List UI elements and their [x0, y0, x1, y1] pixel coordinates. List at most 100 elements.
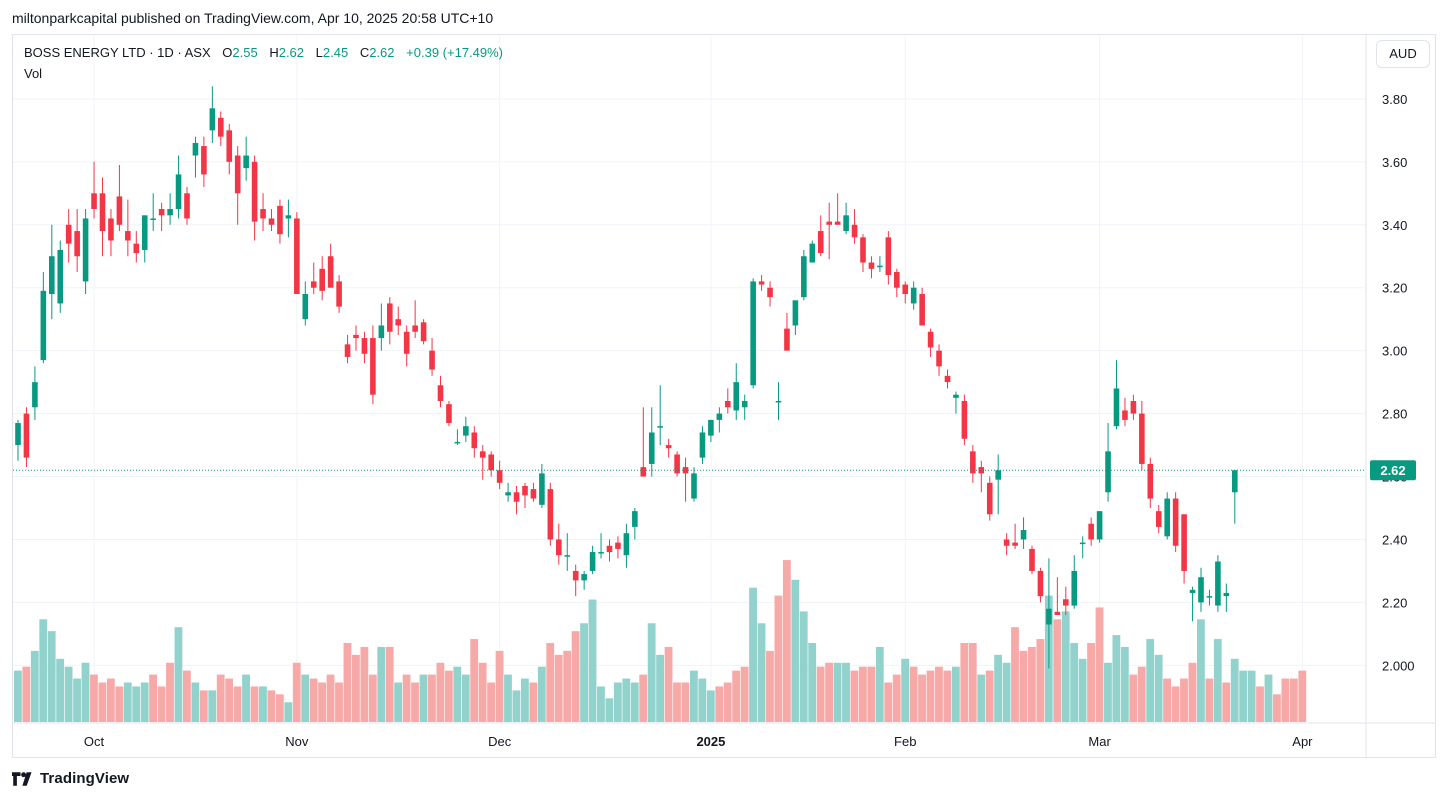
- y-tick-label: 2.000: [1382, 658, 1415, 673]
- candle-body: [1003, 539, 1010, 546]
- volume-bar: [1137, 666, 1146, 722]
- volume-bar: [1061, 611, 1070, 722]
- candle-body: [581, 574, 587, 581]
- candle-body: [986, 482, 993, 515]
- candle-body: [353, 334, 359, 339]
- candle-body: [1130, 401, 1137, 414]
- volume-bar: [335, 682, 343, 722]
- volume-bar: [690, 670, 698, 722]
- candle-body: [936, 350, 942, 367]
- candle-body: [767, 287, 773, 298]
- candle-body: [285, 215, 292, 219]
- currency-button[interactable]: AUD: [1376, 40, 1430, 68]
- volume-bar: [98, 682, 107, 722]
- ohlc-legend: BOSS ENERGY LTD · 1D · ASX O2.55 H2.62 L…: [24, 45, 503, 60]
- candle-body: [640, 467, 647, 477]
- candle-body: [395, 319, 402, 326]
- tradingview-logo[interactable]: TradingView: [12, 770, 129, 787]
- candle-body: [479, 451, 486, 458]
- candle-body: [1063, 599, 1069, 606]
- candle-body: [539, 473, 545, 505]
- candle-body: [175, 174, 182, 210]
- y-tick-label: 2.20: [1382, 595, 1407, 610]
- volume-bar: [1264, 674, 1273, 722]
- volume-bar: [140, 682, 149, 722]
- candle-body: [910, 287, 917, 304]
- volume-bar: [1163, 678, 1171, 722]
- high-label: H: [269, 45, 279, 60]
- volume-bar: [309, 678, 318, 722]
- candle-body: [801, 256, 807, 298]
- candle-body: [834, 221, 841, 225]
- candle-body: [454, 441, 461, 444]
- volume-bar: [622, 678, 631, 722]
- candle-body: [699, 432, 706, 458]
- volume-bar: [106, 678, 115, 722]
- candle-body: [868, 262, 875, 269]
- candle-body: [750, 281, 756, 386]
- volume-bar: [968, 643, 977, 722]
- volume-bar: [512, 690, 521, 722]
- volume-bar: [30, 650, 39, 722]
- volume-bar: [166, 662, 174, 722]
- candle-body: [1122, 410, 1128, 420]
- volume-bar: [157, 686, 166, 722]
- candle-body: [1206, 596, 1213, 598]
- volume-bar: [884, 682, 893, 722]
- volume-bar: [859, 666, 867, 722]
- candle-body: [32, 382, 38, 408]
- volume-bar: [385, 646, 394, 722]
- candle-body: [108, 218, 114, 241]
- volume-bar: [732, 670, 741, 722]
- volume-bar: [639, 674, 648, 722]
- volume-bar: [1002, 662, 1011, 722]
- candlesticks: [15, 86, 1238, 669]
- candle-body: [294, 218, 300, 294]
- axes: 3.803.603.403.203.002.802.602.402.202.00…: [13, 35, 1435, 757]
- candle-body: [657, 426, 663, 428]
- candle-body: [648, 432, 655, 464]
- volume-bar: [1256, 686, 1264, 722]
- candle-body: [1046, 608, 1052, 625]
- volume-bar: [56, 658, 65, 722]
- volume-bar: [1011, 627, 1019, 722]
- volume-bar: [782, 560, 791, 722]
- volume-bar: [808, 643, 817, 722]
- candle-body: [598, 552, 604, 554]
- volume-bar: [436, 662, 445, 722]
- volume-bar: [833, 662, 842, 722]
- volume-bar: [225, 678, 234, 722]
- volume-bar: [352, 654, 360, 722]
- candle-body: [860, 237, 866, 263]
- candle-body: [167, 209, 173, 216]
- volume-bar: [1019, 650, 1028, 722]
- candle-body: [387, 303, 393, 332]
- candle-body: [894, 271, 900, 288]
- candle-body: [775, 401, 782, 403]
- volume-bar: [250, 686, 259, 722]
- volume-bar: [673, 682, 681, 722]
- candle-body: [927, 331, 934, 348]
- candle-body: [826, 221, 832, 225]
- volume-bar: [935, 666, 943, 722]
- candle-body: [268, 218, 275, 225]
- candle-body: [1054, 611, 1061, 615]
- volume-bar: [233, 686, 242, 722]
- candle-body: [1164, 498, 1170, 537]
- volume-bar: [960, 643, 969, 722]
- candle-body: [243, 155, 249, 169]
- low-value: 2.45: [322, 45, 349, 60]
- candle-body: [589, 552, 596, 571]
- candle-body: [40, 290, 47, 361]
- candle-body: [234, 155, 241, 194]
- volume-bar: [529, 682, 538, 722]
- volume-bar: [580, 623, 588, 722]
- change-value: +0.39 (+17.49%): [406, 45, 504, 60]
- volume-bar: [47, 631, 56, 722]
- candle-body: [944, 375, 951, 383]
- candle-body: [784, 328, 790, 351]
- volume-bar: [1036, 639, 1045, 722]
- volume-bar: [301, 674, 310, 722]
- volume-bar: [1188, 662, 1197, 722]
